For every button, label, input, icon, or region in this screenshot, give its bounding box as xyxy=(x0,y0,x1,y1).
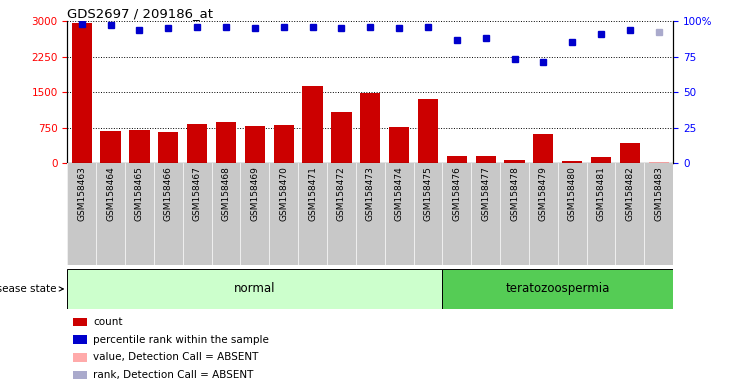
Text: GSM158475: GSM158475 xyxy=(423,166,432,221)
Text: teratozoospermia: teratozoospermia xyxy=(506,283,610,295)
Bar xyxy=(159,132,178,163)
Bar xyxy=(591,157,611,163)
Bar xyxy=(73,335,87,344)
Text: GSM158469: GSM158469 xyxy=(251,166,260,221)
Text: GDS2697 / 209186_at: GDS2697 / 209186_at xyxy=(67,7,213,20)
Bar xyxy=(504,161,524,163)
Text: GSM158477: GSM158477 xyxy=(481,166,490,221)
Text: GSM158467: GSM158467 xyxy=(193,166,202,221)
Bar xyxy=(558,163,586,265)
Bar xyxy=(476,156,496,163)
Bar xyxy=(212,163,240,265)
Bar xyxy=(100,131,120,163)
Bar xyxy=(125,163,154,265)
Bar xyxy=(414,163,442,265)
Bar xyxy=(67,269,442,309)
Bar xyxy=(96,163,125,265)
Bar xyxy=(616,163,644,265)
Bar xyxy=(154,163,183,265)
Bar xyxy=(471,163,500,265)
Text: GSM158470: GSM158470 xyxy=(279,166,288,221)
Bar xyxy=(418,99,438,163)
Text: GSM158480: GSM158480 xyxy=(568,166,577,221)
Text: GSM158465: GSM158465 xyxy=(135,166,144,221)
Text: value, Detection Call = ABSENT: value, Detection Call = ABSENT xyxy=(94,353,259,362)
Text: GSM158473: GSM158473 xyxy=(366,166,375,221)
Bar xyxy=(73,353,87,362)
Text: GSM158472: GSM158472 xyxy=(337,166,346,221)
Text: count: count xyxy=(94,317,123,327)
Bar xyxy=(500,163,529,265)
Bar xyxy=(529,163,558,265)
Text: GSM158474: GSM158474 xyxy=(395,166,404,221)
Bar xyxy=(216,122,236,163)
Text: GSM158466: GSM158466 xyxy=(164,166,173,221)
Bar xyxy=(67,163,96,265)
Text: normal: normal xyxy=(234,283,275,295)
Bar xyxy=(73,371,87,379)
Bar xyxy=(240,163,269,265)
Text: rank, Detection Call = ABSENT: rank, Detection Call = ABSENT xyxy=(94,370,254,380)
Bar xyxy=(447,156,467,163)
Text: disease state: disease state xyxy=(0,284,64,294)
Text: GSM158476: GSM158476 xyxy=(453,166,462,221)
Text: GSM158483: GSM158483 xyxy=(654,166,663,221)
Bar xyxy=(389,127,409,163)
Text: GSM158478: GSM158478 xyxy=(510,166,519,221)
Bar xyxy=(327,163,356,265)
Bar xyxy=(302,86,322,163)
Text: GSM158481: GSM158481 xyxy=(597,166,606,221)
Bar xyxy=(620,143,640,163)
Bar xyxy=(586,163,616,265)
Text: GSM158479: GSM158479 xyxy=(539,166,548,221)
Text: percentile rank within the sample: percentile rank within the sample xyxy=(94,334,269,344)
Bar xyxy=(533,134,554,163)
Bar xyxy=(361,93,380,163)
Bar xyxy=(72,23,92,163)
Text: GSM158482: GSM158482 xyxy=(625,166,634,221)
Bar xyxy=(442,269,673,309)
Bar xyxy=(644,163,673,265)
Bar xyxy=(298,163,327,265)
Text: GSM158468: GSM158468 xyxy=(221,166,230,221)
Bar xyxy=(245,126,265,163)
Bar xyxy=(183,163,212,265)
Bar xyxy=(562,161,582,163)
Bar xyxy=(442,163,471,265)
Bar xyxy=(384,163,414,265)
Bar xyxy=(274,125,294,163)
Text: GSM158463: GSM158463 xyxy=(77,166,86,221)
Bar xyxy=(129,130,150,163)
Bar xyxy=(331,112,352,163)
Bar xyxy=(356,163,384,265)
Text: GSM158471: GSM158471 xyxy=(308,166,317,221)
Bar xyxy=(187,124,207,163)
Text: GSM158464: GSM158464 xyxy=(106,166,115,221)
Bar xyxy=(649,162,669,163)
Bar xyxy=(73,318,87,326)
Bar xyxy=(269,163,298,265)
